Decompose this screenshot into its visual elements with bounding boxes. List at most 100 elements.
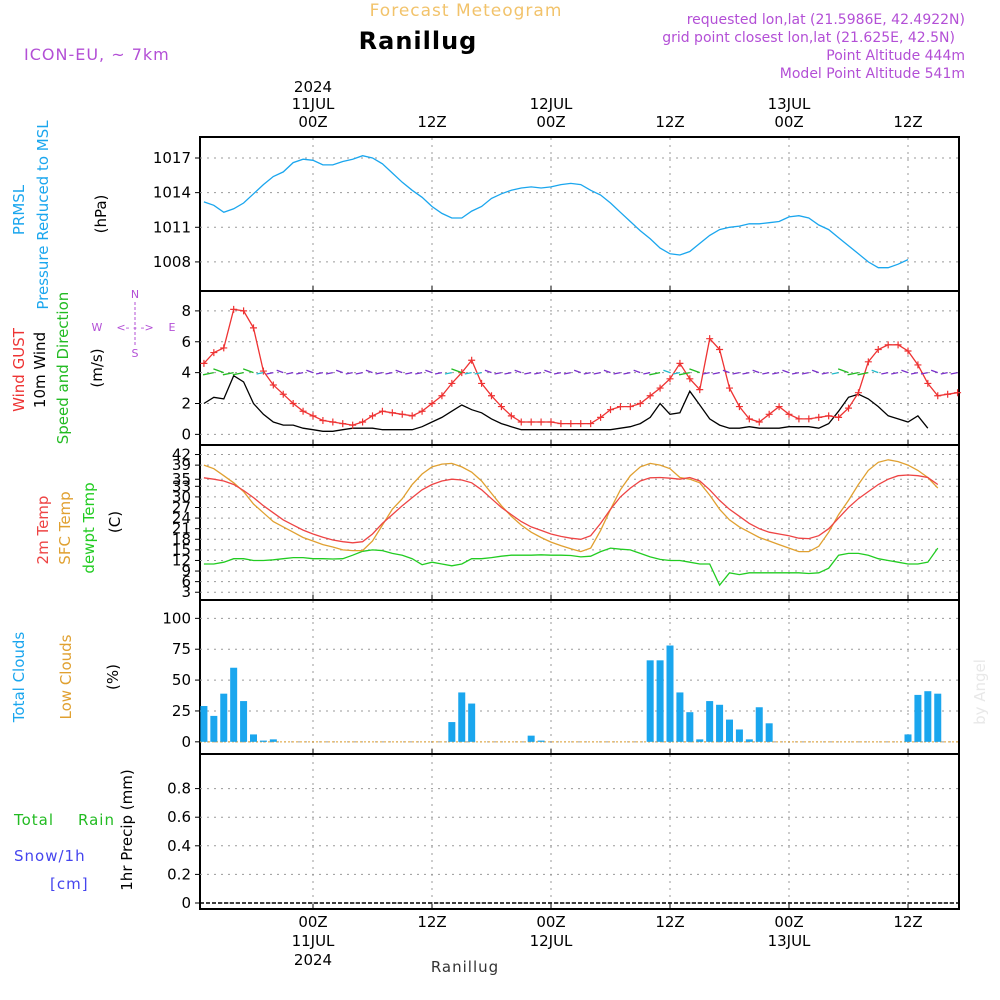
wind-arrow: [847, 371, 859, 376]
gust-marker: [547, 418, 555, 426]
gust-marker: [795, 415, 803, 423]
wind-arrow: [752, 369, 760, 374]
gust-marker: [398, 410, 406, 418]
wind-arrow: [222, 371, 234, 376]
cloud-bar: [250, 734, 257, 742]
gust-marker: [339, 420, 347, 428]
gust-marker: [735, 403, 743, 411]
wind-arrow: [425, 369, 433, 374]
wind-arrow: [871, 369, 879, 374]
footer-location: Ranillug: [431, 958, 499, 976]
gust-marker: [944, 390, 952, 398]
wind-arrow: [831, 371, 839, 375]
cloud-bar: [914, 694, 922, 742]
wind-arrow: [930, 369, 938, 374]
gust-marker: [805, 415, 813, 423]
cloud-bar: [468, 703, 476, 742]
wind-arrow: [256, 371, 264, 375]
gust-marker: [428, 400, 436, 407]
ytick-label-2-10: 33: [172, 477, 191, 495]
wind-arrow: [213, 368, 224, 374]
wind-speed-line: [203, 374, 929, 432]
ytick-label-2-1: 6: [181, 573, 191, 591]
gust-marker: [279, 390, 287, 398]
wind-arrow: [623, 371, 631, 375]
point-altitude: Point Altitude 444m: [826, 48, 965, 64]
gust-marker: [656, 384, 664, 392]
wind-arrow: [296, 371, 304, 375]
wind-arrow: [286, 371, 294, 375]
gust-marker: [686, 375, 694, 383]
wind-arrow: [633, 369, 641, 374]
wind-arrow: [782, 369, 790, 374]
compass-e: E: [169, 321, 176, 334]
cloud-bar: [448, 722, 456, 742]
gust-marker: [378, 407, 386, 415]
wind-arrow: [405, 371, 413, 375]
gust-marker: [577, 420, 585, 428]
cloud-bar: [765, 723, 773, 742]
wind-gust-line: [203, 308, 958, 426]
wind-arrow: [920, 371, 928, 375]
wind-arrow: [494, 371, 502, 375]
gust-marker: [557, 420, 565, 428]
gust-marker: [527, 418, 535, 426]
gust-marker: [745, 415, 753, 423]
top-time-2: 12Z: [417, 113, 446, 131]
cloud-bar: [269, 739, 277, 742]
wind-arrow: [722, 369, 730, 374]
bottom-time-6: 12Z: [893, 913, 922, 931]
ytick-label-3-0: 0: [181, 733, 191, 751]
rain-label: Rain: [78, 811, 115, 829]
gust-marker: [200, 359, 208, 367]
wind-arrow: [315, 371, 324, 375]
gust-marker: [299, 407, 307, 415]
wind-arrow: [791, 371, 800, 375]
gust-marker: [894, 341, 902, 349]
wind-label: 10m Wind: [31, 332, 49, 408]
wind-arrow: [415, 371, 423, 375]
gust-marker: [884, 341, 892, 349]
wind-arrow: [573, 369, 581, 374]
cloud-bar: [220, 693, 228, 742]
wind-arrow: [593, 371, 601, 375]
gust-marker: [835, 413, 843, 421]
ytick-label-3-4: 100: [162, 609, 191, 627]
ytick-label-1-4: 8: [181, 302, 191, 320]
cloud-bar: [230, 667, 238, 742]
ytick-label-2-0: 3: [181, 583, 191, 601]
cloud-bar: [716, 704, 724, 742]
gust-marker: [210, 349, 218, 357]
gust-marker: [478, 379, 486, 387]
precip-panel: [199, 753, 960, 910]
bottom-day-1: 11JUL: [292, 932, 335, 950]
wind-arrow: [891, 371, 899, 375]
dewpt-label: dewpt Temp: [80, 482, 98, 573]
gust-marker: [646, 392, 654, 400]
gust-marker: [567, 420, 575, 428]
wind-arrow: [603, 369, 611, 374]
ytick-label-0-0: 1008: [153, 253, 191, 271]
gust-marker: [349, 421, 357, 429]
snow-label: Snow/1h: [14, 847, 86, 865]
gust-marker: [309, 412, 317, 420]
sfc-temp-label: SFC Temp: [56, 491, 74, 564]
compass-n: N: [131, 288, 139, 301]
wind-arrow: [474, 371, 482, 375]
wind-panel: [199, 290, 960, 446]
wind-arrow: [514, 369, 522, 374]
wind-arrow: [702, 371, 710, 375]
ytick-label-1-0: 0: [181, 425, 191, 443]
bottom-time-1: 00Z: [298, 913, 327, 931]
cloud-bar: [527, 735, 535, 742]
gust-marker: [934, 392, 942, 400]
wind-arrow: [444, 371, 452, 375]
top-time-3: 00Z: [536, 113, 565, 131]
top-time-1: 00Z: [298, 113, 327, 131]
wind-arrow: [583, 371, 591, 375]
direction-label: Speed and Direction: [54, 292, 72, 445]
gust-marker: [924, 379, 932, 387]
compass-legend: N S W E <- - ->: [92, 288, 176, 360]
top-time-5: 00Z: [774, 113, 803, 131]
gust-marker: [954, 389, 962, 397]
